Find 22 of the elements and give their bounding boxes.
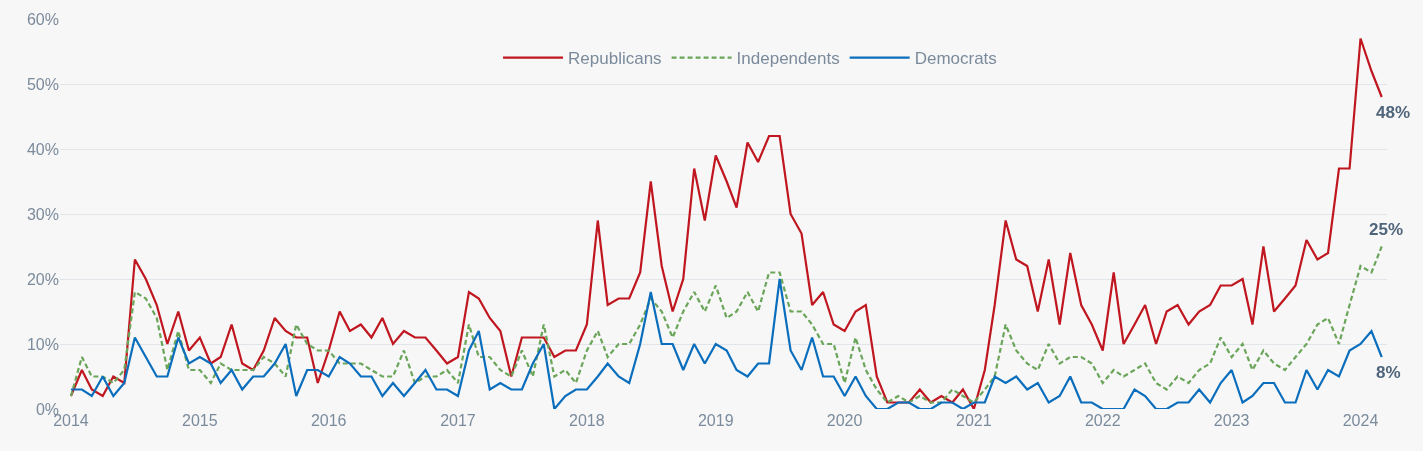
legend-label: Independents — [736, 49, 840, 69]
x-tick-label: 2023 — [1213, 412, 1250, 429]
y-tick-label: 40% — [26, 140, 59, 158]
x-tick-label: 2017 — [440, 412, 476, 429]
x-tick-label: 2015 — [182, 412, 218, 429]
y-tick-label: 30% — [26, 205, 59, 223]
x-tick-label: 2019 — [697, 412, 734, 429]
y-tick-label: 60% — [26, 10, 59, 28]
legend-label: Democrats — [914, 49, 997, 69]
x-tick-label: 2021 — [956, 412, 992, 429]
y-tick-label: 50% — [26, 75, 59, 93]
legend-label: Republicans — [568, 49, 662, 69]
y-tick-label: 10% — [26, 335, 59, 353]
x-tick-label: 2016 — [310, 412, 347, 429]
y-tick-label: 20% — [26, 270, 59, 288]
data-label: 25% — [1369, 220, 1404, 239]
x-tick-label: 2018 — [569, 412, 605, 429]
x-tick-label: 2024 — [1342, 412, 1379, 429]
data-label: 48% — [1376, 103, 1411, 122]
data-label: 8% — [1376, 363, 1401, 382]
x-tick-label: 2022 — [1084, 412, 1121, 429]
x-tick-label: 2020 — [826, 412, 863, 429]
